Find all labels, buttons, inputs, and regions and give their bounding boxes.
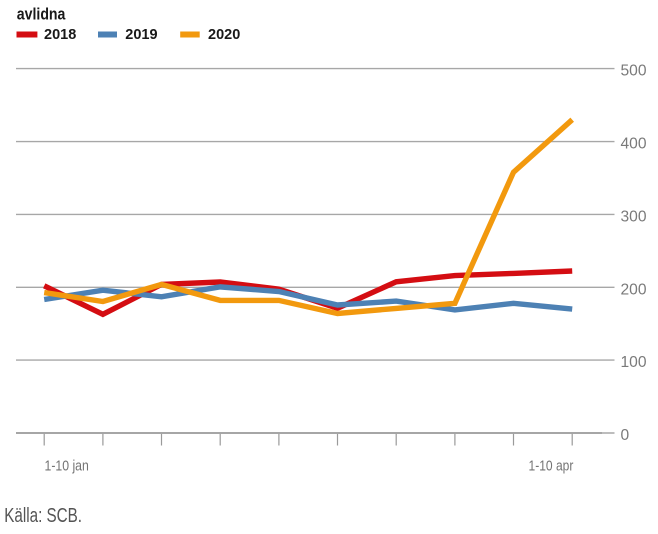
svg-text:2019: 2019 [125,27,157,43]
svg-text:1-10 jan: 1-10 jan [45,457,89,473]
svg-text:2020: 2020 [208,27,240,43]
svg-text:300: 300 [621,209,647,226]
svg-text:500: 500 [621,63,647,80]
svg-text:0: 0 [621,427,630,444]
svg-text:Källa: SCB.: Källa: SCB. [4,504,82,527]
svg-text:2018: 2018 [44,27,76,43]
svg-text:avlidna: avlidna [17,5,66,23]
svg-text:200: 200 [621,281,647,298]
svg-text:1-10 apr: 1-10 apr [529,457,574,473]
svg-text:400: 400 [621,136,647,153]
svg-text:100: 100 [621,354,647,371]
